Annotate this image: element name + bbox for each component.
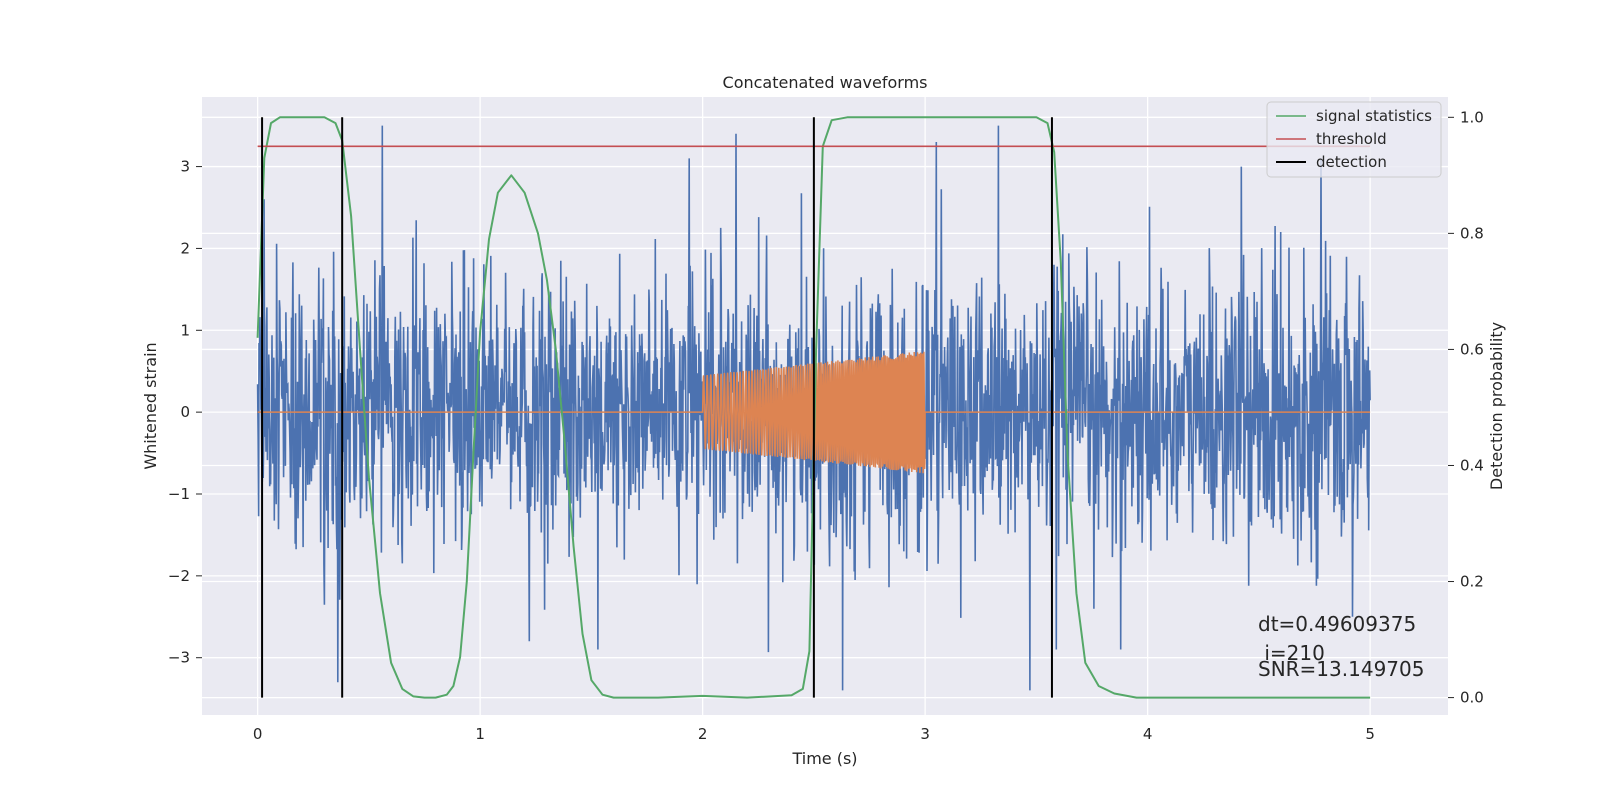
y-tick-label: 3 [180, 158, 190, 176]
x-tick-label: 1 [475, 725, 485, 743]
y2-tick-label: 1.0 [1460, 108, 1484, 126]
x-tick-label: 2 [698, 725, 708, 743]
annotation-dt: dt=0.49609375 [1258, 612, 1416, 636]
x-axis-label: Time (s) [791, 749, 857, 768]
y-axis-label: Whitened strain [141, 342, 160, 469]
chart-title: Concatenated waveforms [723, 73, 928, 92]
y2-tick-label: 0.0 [1460, 689, 1484, 707]
y-tick-label: −3 [168, 649, 190, 667]
y2-axis-label: Detection probability [1487, 322, 1506, 490]
legend-signal-statistics-label: signal statistics [1316, 107, 1432, 125]
legend-detection-label: detection [1316, 153, 1387, 171]
y-tick-label: −1 [168, 485, 190, 503]
y2-tick-label: 0.2 [1460, 573, 1484, 591]
y-tick-label: 2 [180, 239, 190, 257]
y2-tick-label: 0.8 [1460, 224, 1484, 242]
legend: signal statistics threshold detection [1266, 101, 1442, 178]
x-tick-label: 5 [1365, 725, 1375, 743]
y-tick-label: 0 [180, 403, 190, 421]
x-tick-label: 3 [920, 725, 930, 743]
annotation-index: i=210 [1258, 641, 1325, 665]
annotation-snr: SNR=13.149705 [1258, 657, 1424, 681]
series-layer [256, 116, 1371, 699]
y-tick-label: 1 [180, 321, 190, 339]
y-tick-label: −2 [168, 567, 190, 585]
legend-box [1266, 101, 1442, 178]
x-tick-label: 0 [253, 725, 263, 743]
tick-labels: 0 1 2 3 4 5 −3 −2 −1 0 1 2 3 0.0 0.2 0.4 0.6 0.8 1.0 [168, 108, 1484, 743]
legend-threshold-label: threshold [1316, 130, 1387, 148]
x-tick-label: 4 [1143, 725, 1153, 743]
y2-tick-label: 0.6 [1460, 340, 1484, 358]
y2-tick-label: 0.4 [1460, 456, 1484, 474]
